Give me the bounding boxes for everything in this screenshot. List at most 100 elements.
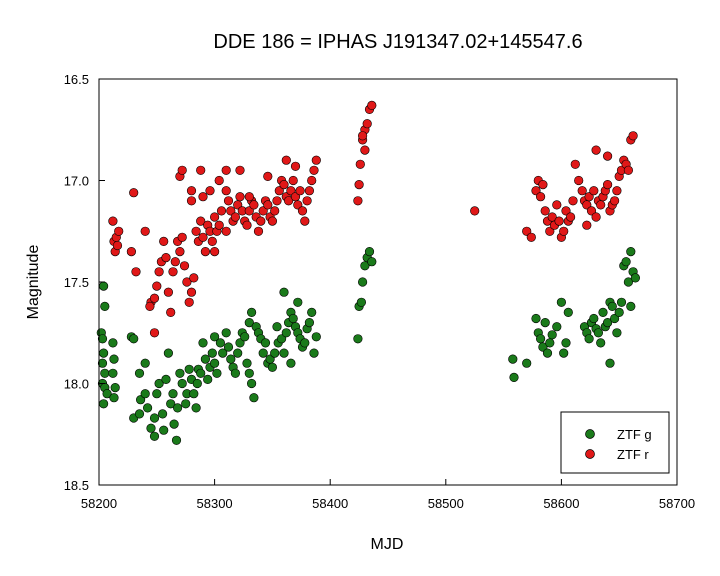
x-tick-label: 58300: [197, 496, 233, 511]
data-point-ztf-g: [140, 358, 150, 368]
data-point-ztf-g: [226, 354, 236, 364]
data-point-ztf-r: [161, 253, 171, 263]
data-point-ztf-r: [281, 155, 291, 165]
data-point-ztf-g: [163, 348, 173, 358]
data-point-ztf-g: [98, 399, 109, 409]
data-point-ztf-g: [260, 338, 271, 348]
data-point-ztf-r: [267, 216, 278, 226]
data-point-ztf-r: [179, 261, 190, 271]
data-point-ztf-g: [134, 409, 145, 419]
data-point-ztf-g: [240, 332, 250, 342]
data-point-ztf-r: [290, 161, 301, 171]
legend-marker-ztf-r: [585, 449, 595, 459]
data-point-ztf-g: [522, 358, 532, 368]
data-point-ztf-g: [184, 364, 194, 374]
data-point-ztf-r: [216, 206, 227, 216]
data-point-ztf-g: [108, 338, 118, 348]
data-point-ztf-r: [163, 287, 173, 297]
data-point-ztf-g: [563, 307, 573, 318]
data-point-ztf-r: [263, 171, 273, 181]
data-point-ztf-g: [270, 348, 280, 358]
data-point-ztf-g: [235, 338, 245, 348]
data-point-ztf-r: [214, 175, 224, 186]
data-point-ztf-r: [535, 192, 546, 202]
data-point-ztf-r: [272, 196, 282, 206]
data-point-ztf-r: [108, 216, 118, 226]
x-tick-label: 58400: [312, 496, 348, 511]
data-point-ztf-g: [258, 348, 268, 358]
data-point-ztf-r: [112, 240, 123, 251]
data-point-ztf-g: [177, 378, 187, 389]
data-point-ztf-g: [98, 348, 109, 358]
data-point-ztf-r: [577, 186, 587, 196]
data-point-ztf-r: [253, 226, 264, 236]
y-tick-label: 17.5: [64, 275, 89, 290]
data-point-ztf-g: [364, 247, 375, 257]
legend-label-ztf-g: ZTF g: [617, 427, 652, 442]
data-point-ztf-g: [166, 399, 176, 409]
data-point-ztf-r: [177, 165, 187, 175]
data-point-ztf-r: [358, 131, 368, 141]
data-point-ztf-r: [186, 196, 197, 206]
data-point-ztf-g: [242, 358, 252, 368]
data-point-ztf-r: [154, 267, 164, 277]
data-point-ztf-r: [561, 206, 571, 216]
data-point-ztf-r: [263, 200, 273, 210]
data-point-ztf-g: [196, 368, 206, 378]
data-point-ztf-g: [247, 307, 257, 318]
data-point-ztf-r: [175, 247, 185, 257]
data-point-ztf-r: [140, 226, 150, 236]
data-point-ztf-g: [215, 338, 225, 348]
data-point-ztf-r: [129, 188, 139, 198]
data-point-ztf-g: [149, 431, 160, 441]
data-point-ztf-g: [143, 403, 153, 413]
data-point-ztf-g: [175, 368, 185, 378]
legend-box: [560, 411, 670, 474]
data-point-ztf-g: [540, 318, 550, 328]
data-point-ztf-g: [630, 273, 641, 283]
data-point-ztf-r: [540, 206, 550, 216]
data-point-ztf-g: [159, 425, 169, 435]
data-point-ztf-g: [109, 393, 119, 403]
data-point-ztf-g: [210, 332, 220, 342]
data-point-ztf-g: [307, 307, 317, 318]
data-point-ztf-g: [356, 297, 367, 307]
data-point-ztf-g: [198, 338, 208, 348]
data-point-ztf-r: [166, 307, 176, 318]
data-point-ztf-r: [242, 220, 252, 230]
data-point-ztf-r: [284, 196, 294, 206]
x-tick-label: 58200: [81, 496, 117, 511]
y-axis-ticks: 16.5 17.0 17.5 18.0 18.5: [64, 72, 105, 493]
data-point-ztf-g: [616, 297, 627, 307]
data-point-ztf-g: [97, 334, 108, 344]
data-point-ztf-g: [279, 287, 289, 297]
y-tick-label: 18.0: [64, 377, 89, 392]
data-point-ztf-g: [181, 399, 191, 409]
data-point-ztf-g: [531, 313, 541, 324]
y-tick-label: 16.5: [64, 72, 89, 87]
data-point-ztf-r: [596, 200, 606, 210]
data-point-ztf-g: [304, 318, 315, 328]
data-point-ztf-g: [584, 334, 594, 344]
data-point-ztf-r: [565, 212, 576, 222]
data-point-ztf-r: [152, 281, 162, 291]
data-point-ztf-g: [596, 338, 606, 348]
data-point-ztf-g: [140, 389, 150, 399]
data-point-ztf-g: [223, 342, 234, 352]
data-point-ztf-g: [134, 368, 145, 378]
data-point-ztf-r: [297, 206, 308, 216]
data-point-ztf-g: [552, 322, 562, 332]
data-point-ztf-r: [189, 273, 199, 283]
data-point-ztf-g: [277, 334, 287, 344]
data-point-ztf-r: [191, 226, 201, 236]
data-point-ztf-g: [621, 257, 631, 267]
data-point-ztf-r: [362, 119, 372, 129]
data-point-ztf-r: [207, 236, 217, 246]
data-point-ztf-g: [129, 334, 139, 344]
data-point-ztf-g: [247, 378, 257, 389]
data-point-ztf-g: [626, 301, 636, 312]
data-point-ztf-g: [535, 334, 546, 344]
data-point-ztf-r: [226, 206, 236, 216]
data-point-ztf-g: [212, 368, 222, 378]
